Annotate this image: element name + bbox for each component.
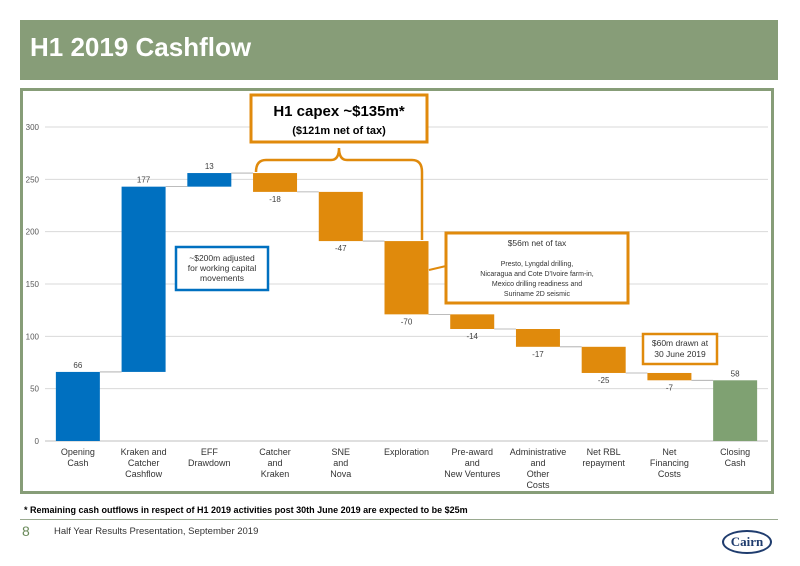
data-label: -47: [335, 244, 347, 253]
x-tick-label: Closing: [720, 447, 750, 457]
x-tick-label: Net RBL: [587, 447, 621, 457]
x-tick-label: Opening: [61, 447, 95, 457]
exploration-callout-title: $56m net of tax: [508, 238, 567, 248]
x-tick-label: Financing: [650, 458, 689, 468]
working-capital-callout-text: for working capital: [188, 263, 257, 273]
data-label: -18: [269, 195, 281, 204]
page-number: 8: [22, 523, 30, 539]
x-tick-label: Other: [527, 469, 550, 479]
y-tick-label: 150: [26, 280, 40, 289]
x-tick-label: Kraken and: [121, 447, 167, 457]
exploration-callout-text: Suriname 2D seismic: [504, 291, 571, 298]
x-tick-label: Administrative: [510, 447, 567, 457]
bar: [384, 241, 429, 315]
x-tick-label: Costs: [526, 480, 550, 490]
x-tick-label: Pre-award: [451, 447, 493, 457]
rbl-callout-text: $60m drawn at: [652, 338, 709, 348]
bar: [55, 371, 100, 441]
capex-callout-box: [249, 93, 429, 144]
bar: [515, 329, 560, 347]
data-label: 66: [73, 361, 82, 370]
footer-divider: [20, 519, 778, 520]
data-label: -17: [532, 350, 544, 359]
x-tick-label: repayment: [582, 458, 625, 468]
data-label: -70: [401, 317, 413, 326]
y-tick-label: 200: [26, 228, 40, 237]
bar: [581, 346, 626, 373]
x-tick-label: Catcher: [128, 458, 160, 468]
y-tick-label: 300: [26, 123, 40, 132]
data-label: -7: [666, 383, 674, 392]
title-bar: H1 2019 Cashflow: [20, 20, 778, 80]
working-capital-callout-text: ~$200m adjusted: [189, 253, 255, 263]
page-title: H1 2019 Cashflow: [30, 32, 252, 62]
x-tick-label: Costs: [658, 469, 682, 479]
rbl-callout-text: 30 June 2019: [654, 349, 706, 359]
y-tick-label: 50: [30, 385, 39, 394]
rbl-callout-box: [641, 332, 719, 366]
logo-text: Cairn: [730, 534, 764, 549]
exploration-callout-text: Nicaragua and Cote D'Ivoire farm-in,: [480, 271, 593, 278]
y-tick-label: 100: [26, 332, 40, 341]
exploration-callout-pointer: [428, 265, 447, 271]
working-capital-callout-text: movements: [200, 273, 244, 283]
data-label: 13: [205, 162, 214, 171]
x-tick-label: Cash: [67, 458, 88, 468]
data-label: 58: [731, 369, 740, 378]
x-tick-label: Cash: [725, 458, 746, 468]
data-label: -14: [466, 332, 478, 341]
bar: [450, 314, 495, 330]
bar: [318, 191, 363, 242]
x-tick-label: Nova: [330, 469, 351, 479]
x-tick-label: Cashflow: [125, 469, 163, 479]
x-tick-label: Exploration: [384, 447, 429, 457]
bar: [253, 173, 298, 192]
x-tick-label: New Ventures: [444, 469, 501, 479]
bar: [121, 186, 166, 372]
exploration-callout-text: Presto, Lyngdal drilling,: [501, 261, 574, 268]
cairn-logo: Cairn: [722, 530, 772, 554]
x-tick-label: and: [333, 458, 348, 468]
bar: [187, 173, 232, 187]
chart-frame: [20, 88, 774, 494]
exploration-callout-text: Mexico drilling readiness and: [492, 281, 582, 288]
capex-callout-subtitle: ($121m net of tax): [292, 125, 386, 137]
x-tick-label: Net: [662, 447, 677, 457]
exploration-callout-box: [444, 231, 630, 305]
x-tick-label: Kraken: [261, 469, 290, 479]
capex-callout-title: H1 capex ~$135m*: [273, 103, 405, 120]
data-label: -25: [598, 376, 610, 385]
y-tick-label: 250: [26, 175, 40, 184]
y-tick-label: 0: [35, 437, 40, 446]
capex-brace: [254, 147, 424, 240]
x-tick-label: Catcher: [259, 447, 291, 457]
bar: [647, 372, 692, 381]
footer-text: Half Year Results Presentation, Septembe…: [54, 526, 259, 537]
data-label: 177: [137, 176, 151, 185]
working-capital-callout-box: [174, 245, 270, 292]
x-tick-label: SNE: [332, 447, 351, 457]
x-tick-label: Drawdown: [188, 458, 231, 468]
x-tick-label: EFF: [201, 447, 219, 457]
x-tick-label: and: [268, 458, 283, 468]
x-tick-label: and: [465, 458, 480, 468]
x-tick-label: and: [530, 458, 545, 468]
footnote: * Remaining cash outflows in respect of …: [24, 505, 468, 515]
bar: [713, 380, 758, 441]
